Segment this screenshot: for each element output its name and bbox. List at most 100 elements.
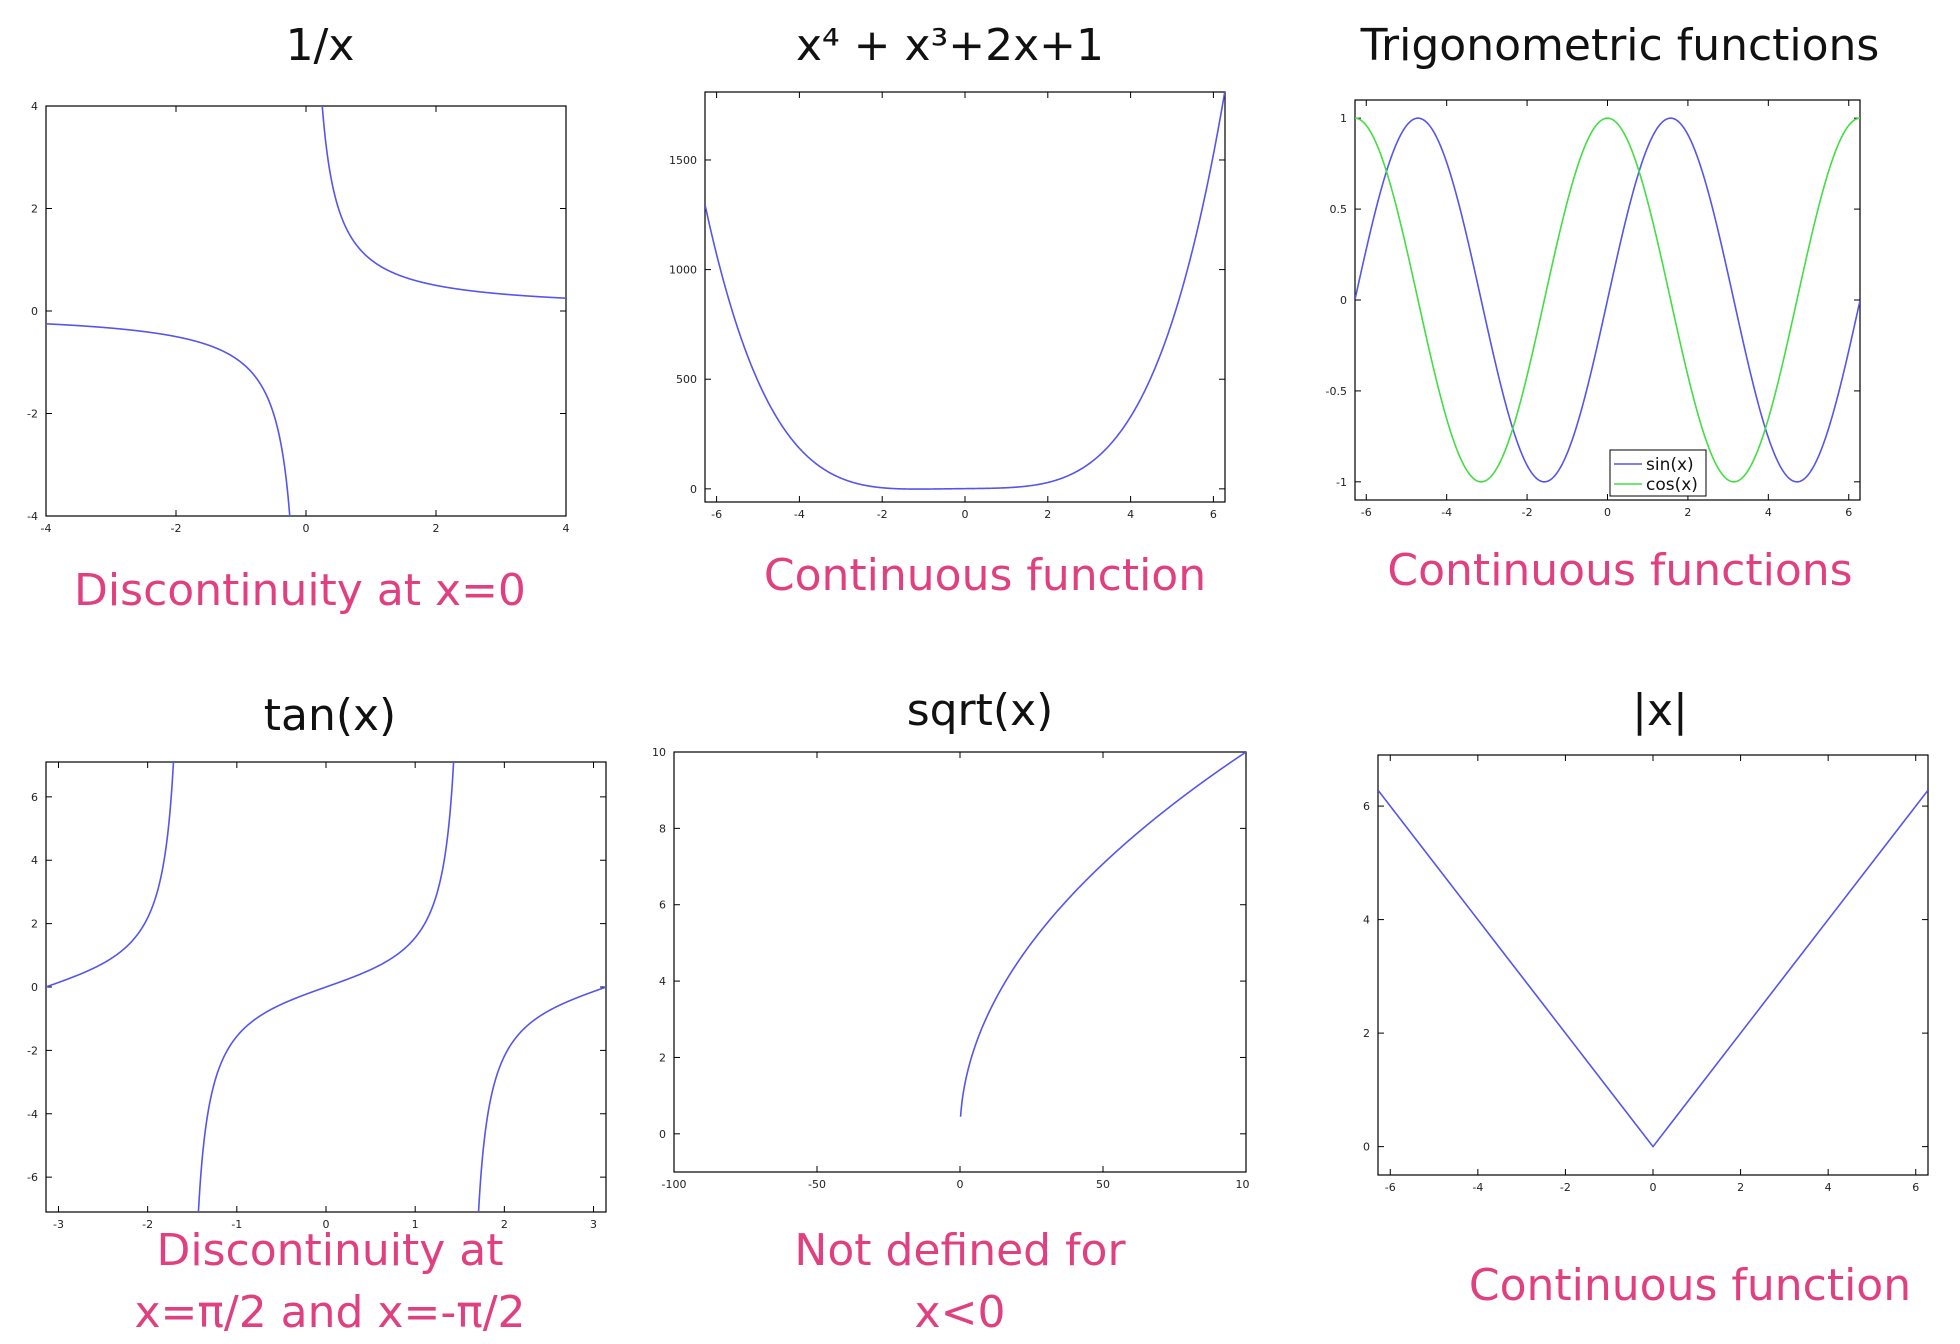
chart-tangent: -3 -2 -1 0 1 2 3 -6 -4 -2 0 2 4 6	[27, 761, 607, 1231]
series-line	[46, 323, 291, 516]
x-tick-label: 6	[1845, 506, 1852, 519]
y-tick-label: 0	[1363, 1141, 1370, 1154]
y-tick-label: 1000	[669, 264, 697, 277]
x-tick-label: 3	[590, 1218, 597, 1231]
note-line: Not defined for	[794, 1225, 1126, 1276]
x-tick-label: 0	[323, 1218, 330, 1231]
series-line	[959, 752, 1246, 1117]
y-tick-label: 4	[659, 975, 666, 988]
x-tick-label: 6	[1210, 508, 1217, 521]
x-tick-label: 6	[1912, 1181, 1919, 1194]
series-line	[1378, 789, 1928, 1148]
y-tick-label: -4	[27, 1108, 38, 1121]
y-tick-label: -4	[27, 510, 38, 523]
curves	[705, 92, 1225, 490]
y-tick-label: -6	[27, 1171, 38, 1184]
x-tick-label: -4	[794, 508, 805, 521]
legend-label: cos(x)	[1646, 475, 1698, 495]
x-tick-label: 4	[1127, 508, 1134, 521]
x-tick-label: 2	[1044, 508, 1051, 521]
x-tick-label: -1	[231, 1218, 242, 1231]
x-tick-label: -6	[711, 508, 722, 521]
plot-frame	[704, 91, 1226, 503]
plot-frame	[45, 105, 567, 517]
x-tick-label: -2	[1560, 1181, 1571, 1194]
x-tick-label: -6	[1385, 1181, 1396, 1194]
y-tick-label: 2	[659, 1051, 666, 1064]
curves	[959, 752, 1246, 1117]
x-tick-label: -2	[877, 508, 888, 521]
y-tick-label: 0	[31, 305, 38, 318]
chart-sqrt: -100 -50 0 50 100 0 2 4 6 8 10	[652, 746, 1251, 1191]
x-tick-label: -2	[171, 522, 182, 535]
panel-note: Continuous function	[720, 545, 1250, 607]
curves	[1378, 789, 1928, 1148]
x-tick-label: -6	[1361, 506, 1372, 519]
x-tick-label: 2	[1737, 1181, 1744, 1194]
y-tick-label: 1	[1340, 112, 1347, 125]
y-tick-label: 0	[31, 981, 38, 994]
x-tick-label: -4	[41, 522, 52, 535]
x-tick-label: -4	[1472, 1181, 1483, 1194]
panel-note: Discontinuity at x=0	[40, 560, 560, 622]
panel-note: Not defined for x<0	[730, 1220, 1190, 1344]
y-tick-label: 2	[31, 203, 38, 216]
x-tick-label: 0	[962, 508, 969, 521]
y-tick-label: 6	[659, 899, 666, 912]
x-tick-label: -50	[808, 1178, 826, 1191]
panel-title: tan(x)	[263, 690, 397, 741]
x-tick-label: 4	[1825, 1181, 1832, 1194]
panel-title: sqrt(x)	[906, 685, 1054, 736]
x-tick-label: 50	[1096, 1178, 1110, 1191]
x-tick-label: -4	[1441, 506, 1452, 519]
x-tick-label: -3	[53, 1218, 64, 1231]
chart-reciprocal: -4 -2 0 2 4 -4 -2 0 2 4	[27, 100, 569, 535]
x-tick-label: 0	[957, 1178, 964, 1191]
series-line	[1355, 117, 1860, 483]
x-tick-label: 0	[1650, 1181, 1657, 1194]
series-line	[705, 92, 1225, 490]
series-line	[477, 986, 606, 1212]
series-line	[46, 762, 175, 988]
y-tick-label: 4	[31, 854, 38, 867]
y-tick-label: 8	[659, 822, 666, 835]
chart-trigonometric: -6 -4 -2 0 2 4 6 -1 -0.5 0 0.5 1 sin(x)cos(x)	[1326, 99, 1861, 519]
note-line: Discontinuity at	[156, 1225, 504, 1276]
note-line: x=π/2 and x=-π/2	[134, 1287, 526, 1338]
y-tick-label: 6	[31, 791, 38, 804]
x-tick-label: 1	[412, 1218, 419, 1231]
x-tick-label: 4	[1765, 506, 1772, 519]
curves	[1355, 117, 1860, 483]
series-line	[197, 762, 455, 1212]
curves	[46, 762, 606, 1212]
panel-note: Continuous functions	[1340, 540, 1900, 602]
y-tick-label: 4	[31, 100, 38, 113]
legend-box	[1609, 449, 1707, 497]
y-tick-label: 0	[659, 1128, 666, 1141]
note-line: Continuous function	[1468, 1260, 1912, 1311]
y-tick-label: 0.5	[1330, 203, 1348, 216]
x-tick-label: -100	[662, 1178, 687, 1191]
panel-note: Discontinuity at x=π/2 and x=-π/2	[70, 1220, 590, 1344]
y-tick-label: -0.5	[1326, 385, 1347, 398]
y-tick-label: 1500	[669, 154, 697, 167]
note-line: Discontinuity at x=0	[74, 565, 526, 616]
y-tick-label: 2	[31, 918, 38, 931]
y-tick-label: 4	[1363, 914, 1370, 927]
y-tick-label: -2	[27, 408, 38, 421]
panel-title: 1/x	[285, 20, 355, 71]
x-tick-label: 2	[501, 1218, 508, 1231]
x-tick-label: -2	[142, 1218, 153, 1231]
y-tick-label: 500	[676, 373, 697, 386]
y-tick-label: 0	[690, 483, 697, 496]
y-tick-label: 0	[1340, 294, 1347, 307]
legend-label: sin(x)	[1646, 455, 1694, 475]
note-line: Continuous function	[763, 550, 1207, 601]
x-tick-label: -2	[1522, 506, 1533, 519]
y-tick-label: 2	[1363, 1027, 1370, 1040]
x-tick-label: 100	[1236, 1178, 1251, 1191]
note-line: x<0	[914, 1287, 1006, 1338]
panel-title: Trigonometric functions	[1360, 20, 1880, 71]
panel-title: |x|	[1632, 685, 1688, 736]
panel-note: Continuous function	[1420, 1255, 1960, 1317]
